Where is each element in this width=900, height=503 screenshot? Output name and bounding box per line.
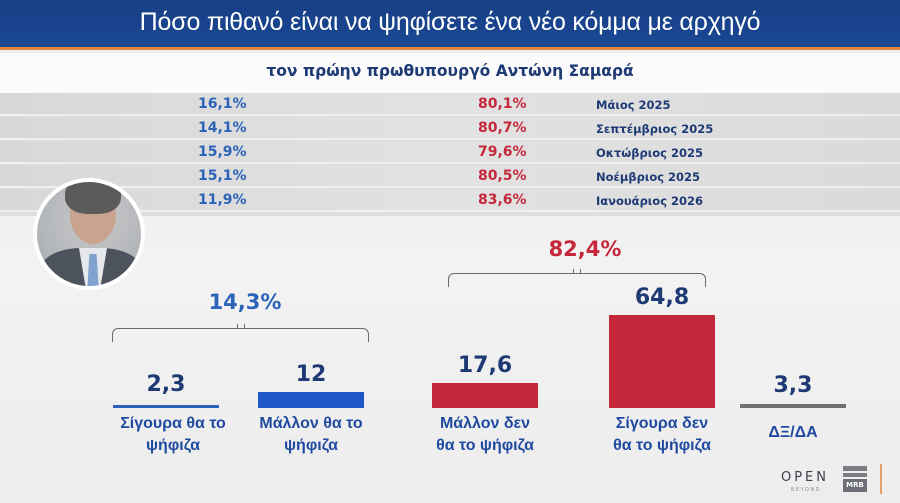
positive-total: 14,3% xyxy=(208,290,282,314)
history-row: 14,1% 80,7% Σεπτέμβριος 2025 xyxy=(0,117,900,140)
history-date: Νοέμβριος 2025 xyxy=(596,170,701,184)
history-yes-value: 16,1% xyxy=(198,96,247,112)
chart-title: Πόσο πιθανό είναι να ψηφίσετε ένα νέο κό… xyxy=(139,8,761,36)
bar-value: 17,6 xyxy=(457,353,513,378)
history-no-value: 80,1% xyxy=(478,96,527,112)
history-date: Ιανουάριος 2026 xyxy=(596,194,704,208)
logo-divider xyxy=(880,464,882,494)
positive-bracket xyxy=(112,324,369,342)
bar-probably-yes xyxy=(258,392,364,408)
bar-label-line: θα το ψήφιζα xyxy=(436,437,534,454)
portrait-photo xyxy=(33,178,145,290)
history-no-value: 80,7% xyxy=(478,120,527,136)
history-date: Σεπτέμβριος 2025 xyxy=(596,122,714,136)
bar-value: 12 xyxy=(295,362,327,387)
history-yes-value: 15,9% xyxy=(198,144,247,160)
header-bar: Πόσο πιθανό είναι να ψηφίσετε ένα νέο κό… xyxy=(0,0,900,50)
bar-label-line: Μάλλον δεν xyxy=(439,415,531,432)
history-yes-value: 14,1% xyxy=(198,120,247,136)
bar-label: Σίγουρα δεν θα το ψήφιζα xyxy=(592,413,732,457)
bar-dont-know xyxy=(740,404,846,408)
mrb-logo-text: MRB xyxy=(843,479,867,492)
mrb-stripe xyxy=(843,466,867,471)
portrait-hair xyxy=(65,182,121,214)
bar-label-line: θα το ψήφιζα xyxy=(613,437,711,454)
history-date: Οκτώβριος 2025 xyxy=(596,146,703,160)
negative-bracket xyxy=(448,269,706,287)
bar-value: 64,8 xyxy=(634,285,690,310)
history-yes-value: 15,1% xyxy=(198,168,247,184)
history-row: 15,1% 80,5% Νοέμβριος 2025 xyxy=(0,165,900,188)
history-row: 16,1% 80,1% Μάιος 2025 xyxy=(0,93,900,116)
open-logo-tagline: BEYOND xyxy=(791,487,821,493)
bar-value: 2,3 xyxy=(146,372,186,397)
bar-label-line: Σίγουρα δεν xyxy=(615,415,709,432)
negative-total: 82,4% xyxy=(548,237,622,261)
bar-probably-no xyxy=(432,383,538,408)
subtitle-bar: τον πρώην πρωθυπουργό Αντώνη Σαμαρά xyxy=(0,53,900,93)
history-row: 11,9% 83,6% Ιανουάριος 2026 xyxy=(0,189,900,212)
bracket-notch xyxy=(573,269,581,274)
bar-definitely-no xyxy=(609,315,715,408)
bracket-notch xyxy=(236,324,245,329)
bar-value: 3,3 xyxy=(773,373,813,398)
history-row: 15,9% 79,6% Οκτώβριος 2025 xyxy=(0,141,900,164)
bar-label: Μάλλον δεν θα το ψήφιζα xyxy=(415,413,555,457)
bar-definitely-yes xyxy=(113,405,219,408)
history-no-value: 83,6% xyxy=(478,192,527,208)
bar-label-line: Μάλλον θα το xyxy=(259,415,363,432)
bar-label-line: ψήφιζα xyxy=(145,437,201,454)
portrait-tie xyxy=(87,254,99,286)
history-no-value: 80,5% xyxy=(478,168,527,184)
history-yes-value: 11,9% xyxy=(198,192,247,208)
history-table: 16,1% 80,1% Μάιος 2025 14,1% 80,7% Σεπτέ… xyxy=(0,93,900,216)
bar-label-line: Σίγουρα θα το xyxy=(120,415,226,432)
bar-label-line: ψήφιζα xyxy=(283,437,339,454)
history-no-value: 79,6% xyxy=(478,144,527,160)
history-date: Μάιος 2025 xyxy=(596,98,671,112)
bar-label-line: ΔΞ/ΔΑ xyxy=(768,424,818,441)
bar-label: ΔΞ/ΔΑ xyxy=(740,422,846,444)
mrb-logo: MRB xyxy=(843,466,867,493)
bar-label: Σίγουρα θα το ψήφιζα xyxy=(103,413,243,457)
mrb-stripe xyxy=(843,473,867,477)
open-logo: OPEN xyxy=(780,470,829,485)
chart-subtitle: τον πρώην πρωθυπουργό Αντώνη Σαμαρά xyxy=(266,62,634,80)
bar-label: Μάλλον θα το ψήφιζα xyxy=(244,413,378,457)
